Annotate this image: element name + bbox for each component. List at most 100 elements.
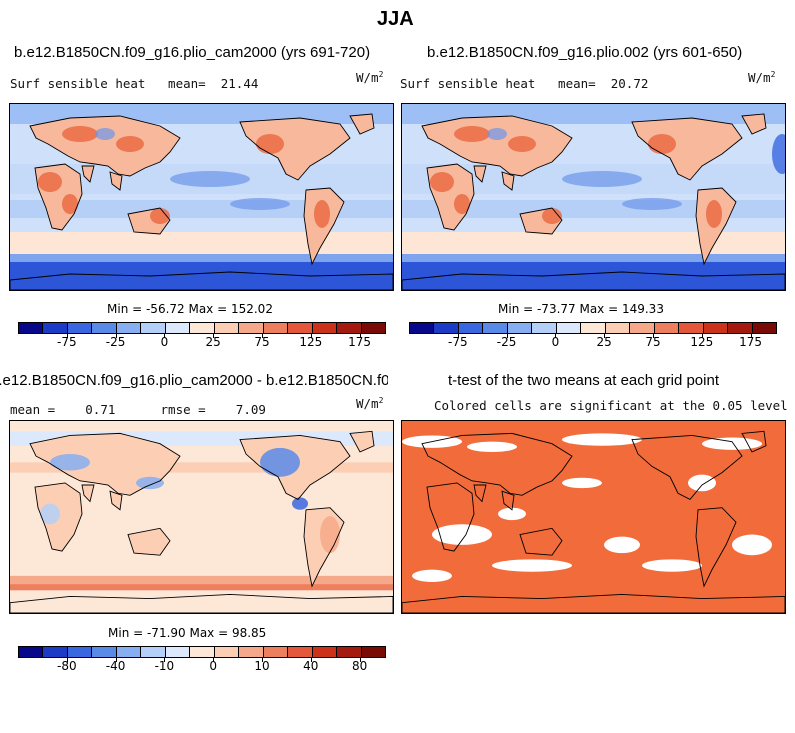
panel-3-rmse-value: 7.09 (235, 402, 266, 417)
colorbar-swatch (92, 647, 117, 657)
colorbar-swatch (581, 323, 606, 333)
colorbar-swatch (141, 323, 166, 333)
colorbar-tick-mark (262, 334, 263, 338)
colorbar-tick-mark (213, 334, 215, 338)
colorbar-tick-label: 80 (351, 659, 368, 673)
colorbar-tick-label: 125 (690, 335, 714, 349)
colorbar-tick-mark (66, 334, 68, 338)
colorbar-tick-label: -25 (105, 335, 126, 349)
panel-1-variable: Surf sensible heat (10, 76, 146, 91)
colorbar-swatch (214, 647, 240, 657)
map-3-svg (10, 421, 393, 613)
panel-3-mean-label: mean = (10, 402, 56, 417)
colorbar-tick-mark (66, 658, 68, 662)
map-1-svg (10, 104, 393, 290)
colorbar-tick-label: 0 (551, 335, 560, 349)
colorbar-swatch (605, 323, 631, 333)
colorbar-tick-mark (310, 658, 312, 662)
colorbar-swatch (703, 323, 729, 333)
panel-1-units-exp: 2 (378, 70, 384, 79)
colorbar-tick-label: -75 (447, 335, 468, 349)
colorbar-tick-mark (604, 334, 606, 338)
colorbar-swatch (532, 323, 557, 333)
colorbar-swatch (92, 323, 117, 333)
colorbar-tick-mark (359, 658, 361, 662)
panel-4-title: t-test of the two means at each grid poi… (448, 372, 719, 389)
colorbar-swatch (679, 323, 704, 333)
panel-1-mean-value: 21.44 (220, 76, 259, 91)
panel-1-units-base: W/m (356, 70, 379, 86)
colorbar-tick-mark (506, 334, 508, 338)
colorbar-tick-label: -75 (56, 335, 77, 349)
colorbar-swatch (752, 323, 777, 333)
colorbar-tick-label: 125 (299, 335, 323, 349)
panel-2-units: W/m2 (748, 70, 775, 85)
colorbar-swatch (507, 323, 533, 333)
colorbar-tick-label: -25 (496, 335, 517, 349)
colorbar-tick-mark (310, 334, 312, 338)
panel-3-mean-value: 0.71 (85, 402, 116, 417)
panel-3-subtitle: mean = 0.71 rmse = 7.09 (10, 402, 266, 417)
panel-1-subtitle: Surf sensible heat mean= 21.44 (10, 76, 258, 91)
colorbar-swatch (19, 647, 44, 657)
figure-title: JJA (377, 8, 414, 30)
colorbar-swatch (116, 323, 142, 333)
colorbar-tick-label: 10 (254, 659, 270, 673)
colorbar-swatch (67, 323, 93, 333)
map-panel-3 (9, 420, 394, 614)
colorbar-tick-label: 25 (205, 335, 221, 349)
colorbar-swatch (43, 323, 68, 333)
colorbar-swatch (239, 647, 264, 657)
colorbar-swatch (43, 647, 68, 657)
colorbar-tick-label: -80 (56, 659, 77, 673)
colorbar-tick-mark (555, 334, 557, 338)
colorbar-swatch (263, 323, 289, 333)
panel-2-subtitle: Surf sensible heat mean= 20.72 (400, 76, 648, 91)
panel-3-rmse-label: rmse = (160, 402, 206, 417)
panel-3-minmax: Min = -71.90 Max = 98.85 (108, 626, 267, 640)
colorbar-swatch (410, 323, 435, 333)
colorbar-swatch (288, 323, 313, 333)
colorbar-tick-label: 75 (645, 335, 661, 349)
colorbar-tick-mark (457, 334, 459, 338)
panel-3-units: W/m2 (356, 396, 383, 411)
panel-2-minmax: Min = -73.77 Max = 149.33 (498, 302, 664, 316)
panel-2-units-base: W/m (748, 70, 771, 86)
colorbar-tick-label: 175 (739, 335, 763, 349)
panel-4-note: Colored cells are significant at the 0.0… (434, 398, 788, 413)
map-panel-2 (401, 103, 786, 291)
colorbar-tick-mark (701, 334, 703, 338)
colorbar-swatch (165, 647, 191, 657)
colorbar-tick-label: 0 (209, 659, 218, 673)
colorbar-tick-mark (164, 658, 166, 662)
colorbar-swatch (654, 323, 680, 333)
colorbar-swatch (630, 323, 655, 333)
colorbar-tick-label: 175 (348, 335, 372, 349)
panel-2-mean-label: mean= (558, 76, 596, 91)
colorbar-swatch (190, 323, 215, 333)
colorbar-panel-2 (409, 322, 777, 334)
colorbar-swatch (312, 323, 338, 333)
colorbar-swatch (19, 323, 44, 333)
panel-1-title: b.e12.B1850CN.f09_g16.plio_cam2000 (yrs … (14, 44, 371, 61)
colorbar-tick-label: -10 (154, 659, 175, 673)
map-4-svg (402, 421, 785, 613)
colorbar-tick-mark (359, 334, 361, 338)
colorbar-swatch (288, 647, 313, 657)
colorbar-swatch (434, 323, 459, 333)
map-panel-1 (9, 103, 394, 291)
colorbar-tick-mark (164, 334, 166, 338)
colorbar-swatch (165, 323, 191, 333)
map-2-svg (402, 104, 785, 290)
colorbar-swatch (312, 647, 338, 657)
colorbar-tick-mark (115, 334, 117, 338)
colorbar-tick-mark (262, 658, 263, 662)
colorbar-swatch (190, 647, 215, 657)
panel-2-title: b.e12.B1850CN.f09_g16.plio.002 (yrs 601-… (427, 44, 743, 61)
colorbar-swatch (483, 323, 508, 333)
panel-3-units-base: W/m (356, 396, 379, 412)
colorbar-swatch (361, 323, 386, 333)
panel-2-mean-value: 20.72 (610, 76, 649, 91)
panel-1-minmax: Min = -56.72 Max = 152.02 (107, 302, 273, 316)
colorbar-swatch (458, 323, 484, 333)
